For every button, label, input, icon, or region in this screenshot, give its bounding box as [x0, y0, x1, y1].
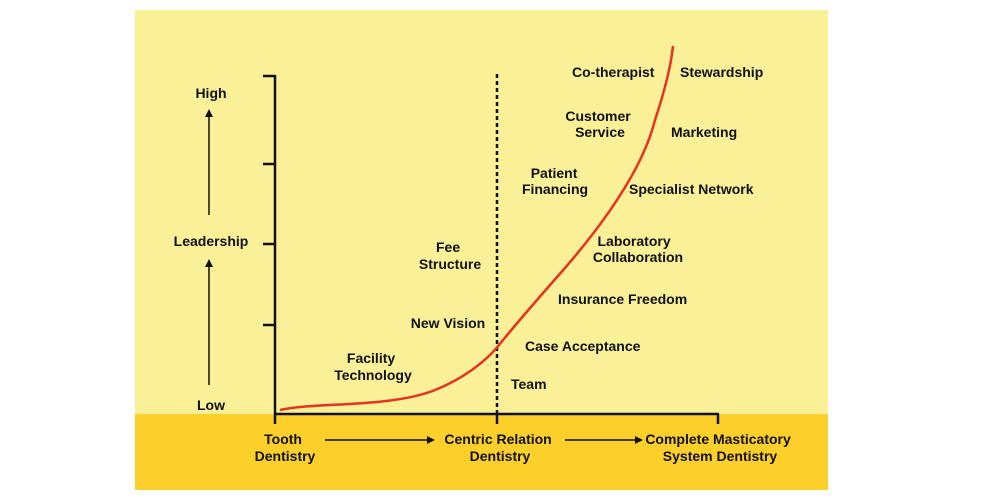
label-insurance-freedom: Insurance Freedom	[558, 291, 687, 307]
x-label-centric-relation-dentistry: Centric Relation Dentistry	[444, 431, 555, 464]
y-label-leadership: Leadership	[174, 233, 249, 249]
label-fee-structure: Fee Structure	[419, 239, 481, 272]
label-marketing: Marketing	[671, 124, 737, 140]
diagram-panel: High Leadership Low Tooth Dentistry Cent…	[135, 10, 828, 490]
y-arrow-upper-head-icon	[205, 109, 213, 117]
leadership-diagram: High Leadership Low Tooth Dentistry Cent…	[135, 10, 828, 490]
x-label-complete-masticatory-dentistry: Complete Masticatory System Dentistry	[645, 431, 794, 464]
label-specialist-network: Specialist Network	[629, 181, 754, 197]
y-label-low: Low	[197, 397, 225, 413]
y-arrow-lower-head-icon	[205, 259, 213, 267]
label-customer-service: Customer Service	[565, 108, 634, 140]
label-co-therapist: Co-therapist	[572, 64, 655, 80]
x-arrow-1-head-icon	[427, 436, 435, 444]
label-facility-technology: Facility Technology	[334, 350, 412, 383]
label-case-acceptance: Case Acceptance	[525, 338, 641, 354]
x-label-tooth-dentistry: Tooth Dentistry	[255, 431, 316, 464]
x-arrow-2-head-icon	[635, 436, 643, 444]
y-label-high: High	[195, 85, 226, 101]
upper-background	[135, 10, 828, 414]
lower-background	[135, 414, 828, 490]
label-team: Team	[511, 376, 547, 392]
label-patient-financing: Patient Financing	[522, 165, 588, 197]
growth-curve	[279, 45, 675, 412]
label-new-vision: New Vision	[411, 315, 485, 331]
label-stewardship: Stewardship	[680, 64, 763, 80]
label-laboratory-collaboration: Laboratory Collaboration	[593, 233, 683, 265]
